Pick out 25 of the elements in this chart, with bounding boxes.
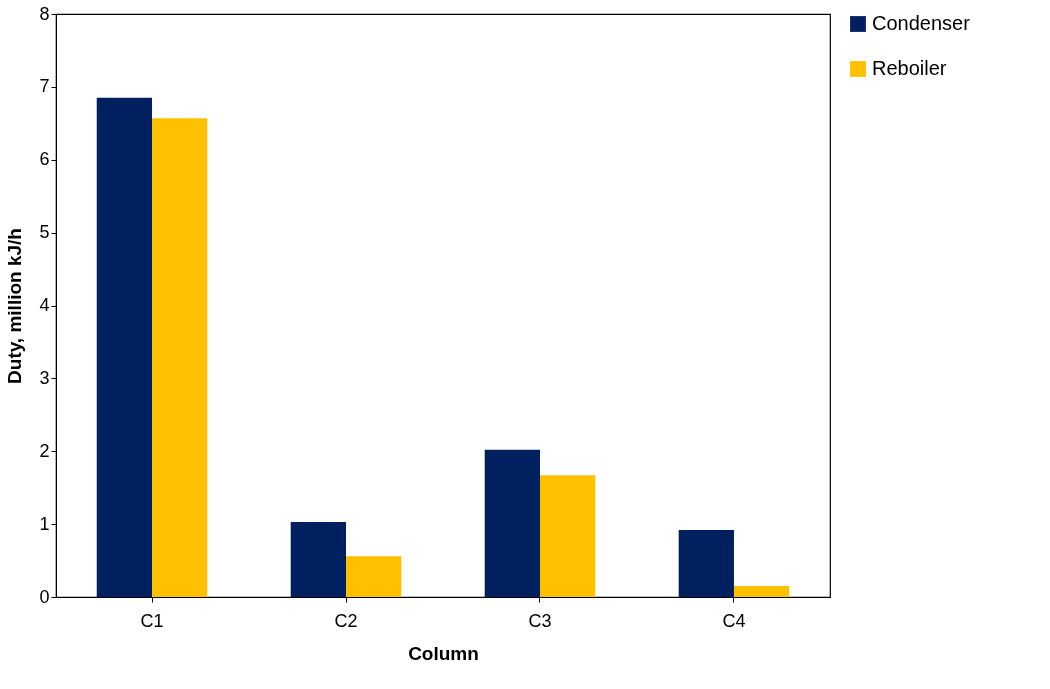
y-tick-label: 7 xyxy=(39,76,50,97)
y-tick-label: 6 xyxy=(39,149,50,170)
bar xyxy=(290,521,347,597)
bar xyxy=(733,586,790,597)
y-tick-label: 5 xyxy=(39,222,50,243)
bar xyxy=(678,529,734,597)
bar xyxy=(96,97,153,597)
y-tick-label: 1 xyxy=(39,513,50,534)
y-tick-label: 0 xyxy=(39,586,50,607)
y-tick-label: 2 xyxy=(39,440,50,461)
y-axis-title: Duty, million kJ/h xyxy=(4,228,26,384)
bar xyxy=(539,475,596,597)
x-tick-label: C3 xyxy=(528,610,552,631)
x-tick-label: C1 xyxy=(140,610,164,631)
x-tick-label: C2 xyxy=(334,610,358,631)
bar xyxy=(152,118,208,597)
x-axis-title: Column xyxy=(408,642,479,664)
y-tick-label: 4 xyxy=(39,295,50,315)
y-tick-label: 3 xyxy=(39,367,50,388)
x-tick-label: C4 xyxy=(722,610,746,631)
bar xyxy=(484,449,540,597)
y-tick-label: 8 xyxy=(39,3,50,24)
legend-label: Reboiler xyxy=(872,57,947,79)
bar xyxy=(346,556,402,597)
legend-label: Condenser xyxy=(872,12,971,34)
